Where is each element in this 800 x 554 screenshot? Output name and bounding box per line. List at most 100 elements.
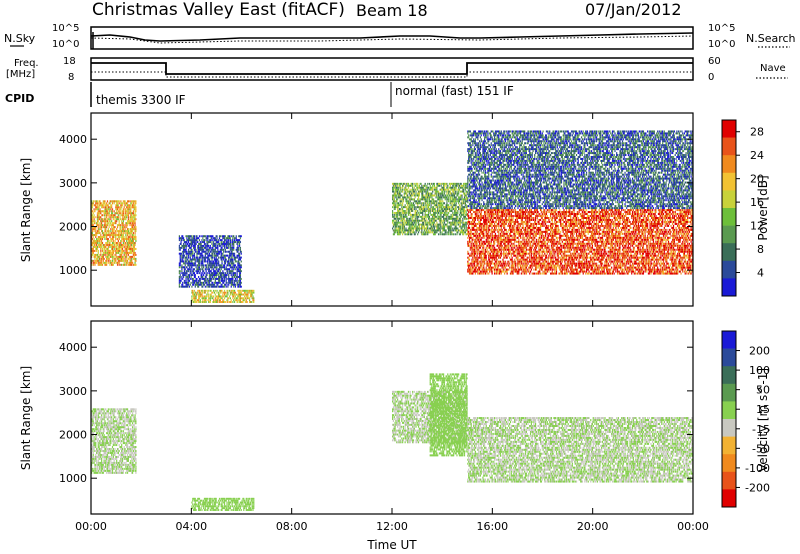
power-data [91,130,693,303]
colorbar-swatch-6 [722,436,736,455]
colorbar-tick-7: -200 [745,481,770,494]
colorbar-swatch-0 [722,120,736,138]
y-tick-label-0: 1000 [59,264,87,277]
nave-tick-top: 60 [708,56,721,67]
colorbar-tick-6: -100 [745,462,770,475]
colorbar-swatch-5 [722,419,736,437]
echo-region-1 [178,235,242,288]
colorbar-tick-5: -50 [752,442,770,455]
power-colorbar-label: Power [dB] [756,175,770,240]
power-colorbar: 4 8 12 16 20 24 28 Power [dB] [721,119,770,297]
colorbar-swatch-4 [722,190,736,209]
y-tick-label-2: 3000 [59,385,87,398]
echo-region-4 [467,209,693,275]
nsky-tick-top: 10^5 [52,23,79,34]
nsky-trace [90,32,694,42]
freq-label: Freq. [14,58,39,69]
colorbar-tick-1: 100 [749,364,770,377]
colorbar-swatch-4 [722,401,736,420]
nsky-label: N.Sky [4,32,36,45]
colorbar-swatch-7 [722,243,736,262]
colorbar-swatch-8 [722,471,736,490]
freq-trace [91,62,693,75]
colorbar-tick-6: 28 [750,126,764,139]
cpid-mode-2: normal (fast) 151 IF [395,84,514,98]
nsky-strip: N.Sky 10^5 10^0 10^5 10^0 N.Search [4,23,796,50]
nsearch-tick-top: 10^5 [708,23,735,34]
colorbar-tick-0: 4 [757,267,764,280]
echo-region-3 [429,373,468,457]
colorbar-tick-1: 8 [757,243,764,256]
x-tick-label-6: 00:00 [677,520,709,533]
nsearch-label: N.Search [746,32,796,45]
colorbar-swatch-0 [722,331,736,349]
nave-trace [91,71,693,78]
colorbar-tick-5: 24 [750,149,764,162]
colorbar-tick-3: 16 [750,196,764,209]
freq-unit: [MHz] [6,69,35,80]
y-tick-label-1: 2000 [59,429,87,442]
velocity-colorbar-label: Velocity [m s^-1] [756,368,770,472]
y-tick-label-3: 4000 [59,133,87,146]
colorbar-swatch-2 [722,155,736,174]
freq-tick-top: 18 [63,56,76,67]
colorbar-tick-2: 50 [756,384,770,397]
x-tick-label-4: 16:00 [476,520,508,533]
x-tick-label-3: 12:00 [376,520,408,533]
velocity-colorbar: 200 100 50 15 -15 -50 -100 -200 Velocity [m s^-… [721,330,770,508]
x-tick-label-0: 00:00 [75,520,107,533]
echo-region-1 [191,497,255,511]
echo-region-0 [91,408,137,474]
colorbar-swatch-1 [722,137,736,156]
cpid-label: CPID [5,92,34,105]
velocity-x-ticks: 00:00 04:00 08:00 12:00 16:00 20:00 00:00 [75,321,709,533]
colorbar-tick-4: -15 [752,423,770,436]
echo-region-4 [467,417,693,483]
power-y-ticks: 1000 2000 3000 4000 [59,133,693,277]
y-tick-label-2: 3000 [59,177,87,190]
colorbar-swatch-3 [722,383,736,402]
nave-label: Nave [760,63,786,74]
colorbar-tick-0: 200 [749,345,770,358]
velocity-ylabel: Slant Range [km] [19,366,33,470]
freq-strip: Freq. [MHz] 18 8 60 0 Nave [6,56,788,83]
freq-tick-bottom: 8 [68,72,74,83]
power-ylabel: Slant Range [km] [19,158,33,262]
echo-region-5 [467,130,693,210]
y-tick-label-0: 1000 [59,472,87,485]
velocity-panel: 1000 2000 3000 4000 00:00 04:00 08:00 12:00 16:… [19,320,709,552]
cpid-mode-1: themis 3300 IF [96,93,186,107]
nave-tick-bottom: 0 [708,72,714,83]
colorbar-swatch-7 [722,454,736,473]
echo-region-3 [392,182,468,236]
colorbar-swatch-8 [722,260,736,279]
colorbar-swatch-2 [722,366,736,385]
colorbar-swatch-5 [722,208,736,226]
colorbar-tick-3: 15 [756,403,770,416]
nsky-tick-bottom: 10^0 [52,39,79,50]
velocity-y-ticks: 1000 2000 3000 4000 [59,341,693,485]
echo-region-2 [191,289,255,303]
date-label: 07/Jan/2012 [585,0,682,19]
nsearch-tick-bottom: 10^0 [708,39,735,50]
colorbar-swatch-3 [722,172,736,191]
power-x-ticks [90,113,694,306]
x-axis-label: Time UT [366,538,417,552]
beam-label: Beam 18 [356,1,428,20]
y-tick-label-1: 2000 [59,221,87,234]
station-title: Christmas Valley East (fitACF) [92,0,345,20]
colorbar-swatch-6 [722,225,736,244]
x-tick-label-5: 20:00 [577,520,609,533]
velocity-data [91,373,693,511]
colorbar-tick-2: 12 [750,220,764,233]
x-tick-label-1: 04:00 [175,520,207,533]
colorbar-swatch-1 [722,348,736,367]
colorbar-tick-4: 20 [750,173,764,186]
cpid-strip: CPID themis 3300 IF normal (fast) 151 IF [5,82,514,107]
power-panel: 1000 2000 3000 4000 Slant Range [km] [19,112,694,307]
y-tick-label-3: 4000 [59,341,87,354]
x-tick-label-2: 08:00 [276,520,308,533]
colorbar-swatch-9 [722,489,736,508]
colorbar-swatch-9 [722,278,736,297]
